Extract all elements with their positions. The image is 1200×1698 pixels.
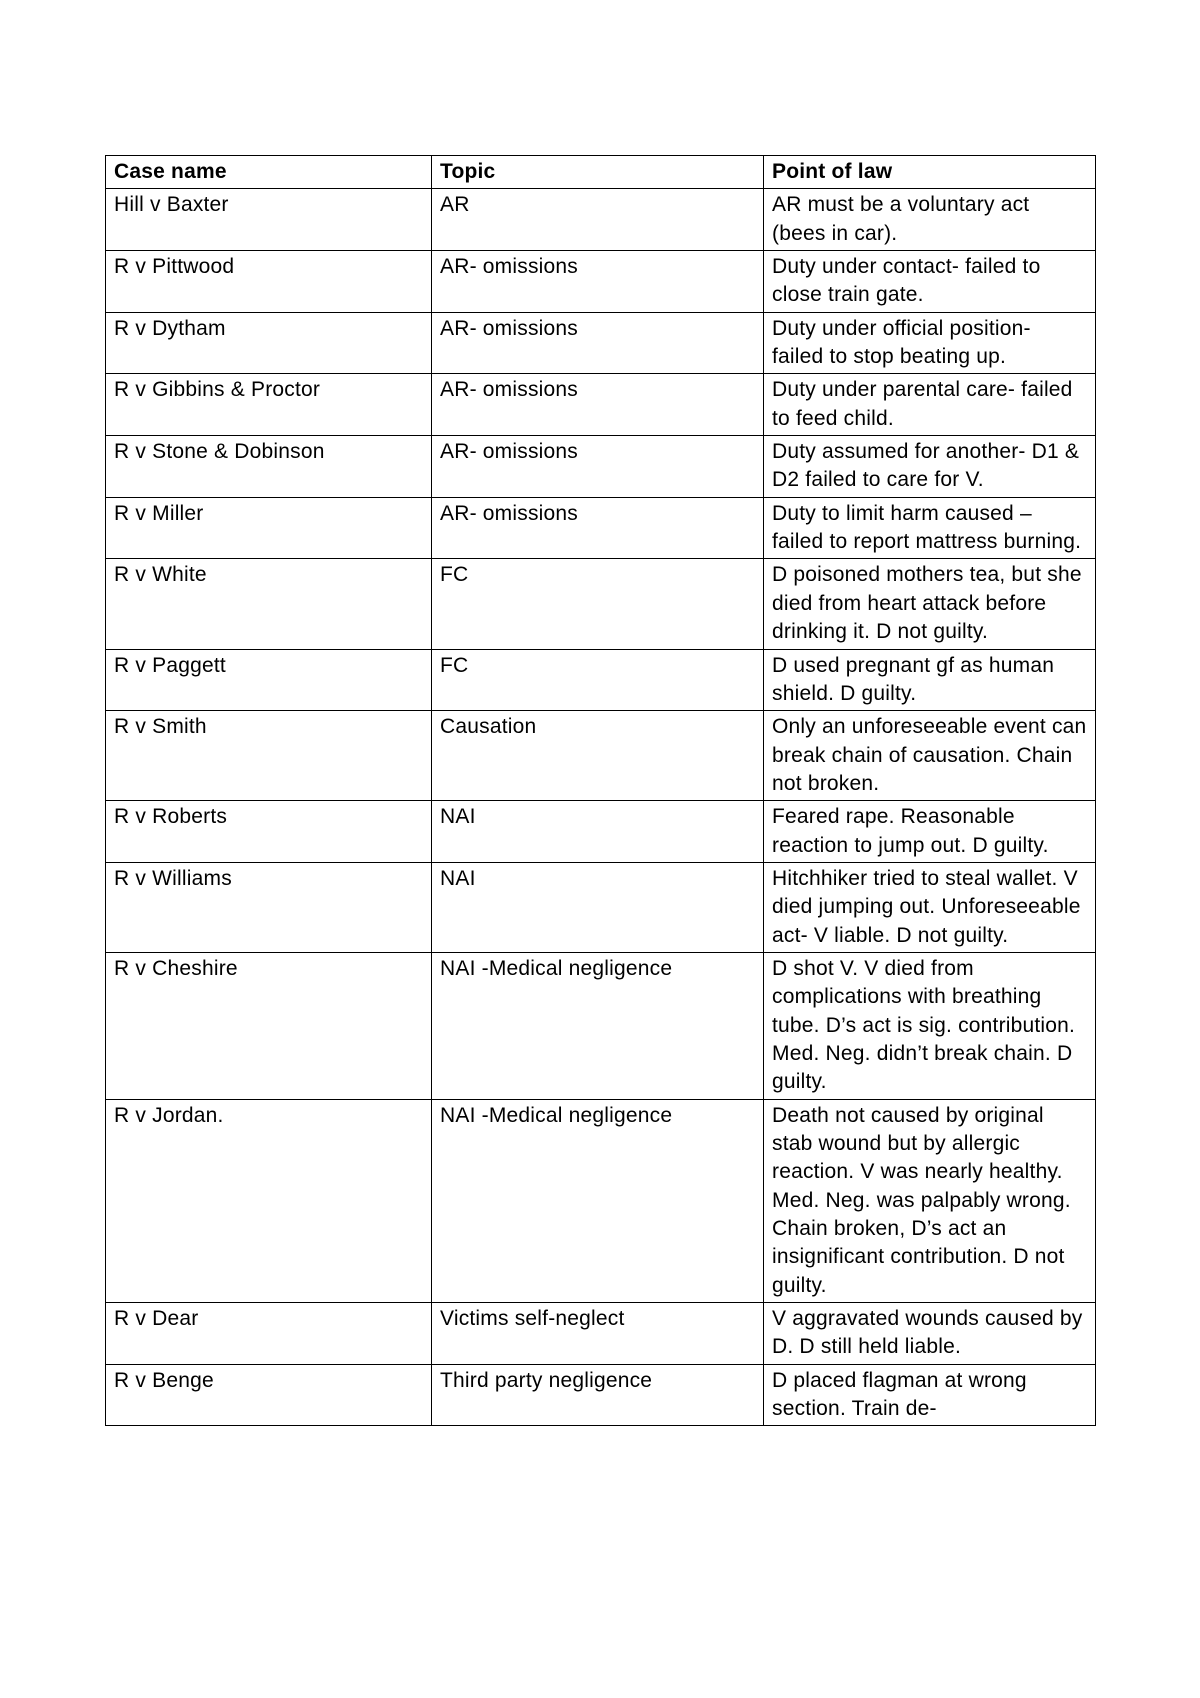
table-row: R v Jordan. NAI -Medical negligence Deat… (106, 1099, 1096, 1302)
table-row: R v Benge Third party negligence D place… (106, 1364, 1096, 1426)
cell-topic: AR- omissions (432, 251, 764, 313)
cell-case-name: R v Roberts (106, 801, 432, 863)
cell-case-name: R v White (106, 559, 432, 649)
cell-case-name: R v Miller (106, 497, 432, 559)
table-row: R v Williams NAI Hitchhiker tried to ste… (106, 862, 1096, 952)
cell-point-of-law: Duty under parental care- failed to feed… (764, 374, 1096, 436)
cell-point-of-law: Duty to limit harm caused – failed to re… (764, 497, 1096, 559)
cell-topic: NAI (432, 801, 764, 863)
table-row: Hill v Baxter AR AR must be a voluntary … (106, 189, 1096, 251)
cell-topic: AR (432, 189, 764, 251)
table-row: R v Cheshire NAI -Medical negligence D s… (106, 952, 1096, 1099)
table-row: R v Stone & Dobinson AR- omissions Duty … (106, 436, 1096, 498)
cell-topic: NAI (432, 862, 764, 952)
col-header-point-of-law: Point of law (764, 156, 1096, 189)
cell-point-of-law: D shot V. V died from complications with… (764, 952, 1096, 1099)
table-header: Case name Topic Point of law (106, 156, 1096, 189)
cases-table: Case name Topic Point of law Hill v Baxt… (105, 155, 1096, 1426)
cell-case-name: R v Pittwood (106, 251, 432, 313)
cell-case-name: R v Dytham (106, 312, 432, 374)
table-header-row: Case name Topic Point of law (106, 156, 1096, 189)
cell-case-name: R v Williams (106, 862, 432, 952)
cell-case-name: R v Stone & Dobinson (106, 436, 432, 498)
cell-topic: NAI -Medical negligence (432, 1099, 764, 1302)
cell-case-name: R v Jordan. (106, 1099, 432, 1302)
cell-point-of-law: AR must be a voluntary act (bees in car)… (764, 189, 1096, 251)
cell-topic: Third party negligence (432, 1364, 764, 1426)
table-row: R v Smith Causation Only an unforeseeabl… (106, 711, 1096, 801)
cell-point-of-law: Death not caused by original stab wound … (764, 1099, 1096, 1302)
page: Case name Topic Point of law Hill v Baxt… (0, 0, 1200, 1698)
cell-case-name: R v Gibbins & Proctor (106, 374, 432, 436)
cell-point-of-law: V aggravated wounds caused by D. D still… (764, 1303, 1096, 1365)
cell-point-of-law: Duty under official position- failed to … (764, 312, 1096, 374)
cell-case-name: R v Cheshire (106, 952, 432, 1099)
cell-point-of-law: Feared rape. Reasonable reaction to jump… (764, 801, 1096, 863)
cell-topic: AR- omissions (432, 497, 764, 559)
table-body: Hill v Baxter AR AR must be a voluntary … (106, 189, 1096, 1426)
table-row: R v Pittwood AR- omissions Duty under co… (106, 251, 1096, 313)
col-header-case-name: Case name (106, 156, 432, 189)
table-row: R v Paggett FC D used pregnant gf as hum… (106, 649, 1096, 711)
cell-case-name: R v Benge (106, 1364, 432, 1426)
cell-topic: AR- omissions (432, 374, 764, 436)
cell-point-of-law: Hitchhiker tried to steal wallet. V died… (764, 862, 1096, 952)
table-row: R v Gibbins & Proctor AR- omissions Duty… (106, 374, 1096, 436)
cell-point-of-law: D placed flagman at wrong section. Train… (764, 1364, 1096, 1426)
table-row: R v Dytham AR- omissions Duty under offi… (106, 312, 1096, 374)
table-row: R v White FC D poisoned mothers tea, but… (106, 559, 1096, 649)
table-row: R v Miller AR- omissions Duty to limit h… (106, 497, 1096, 559)
cell-point-of-law: D poisoned mothers tea, but she died fro… (764, 559, 1096, 649)
cell-case-name: R v Dear (106, 1303, 432, 1365)
cell-topic: NAI -Medical negligence (432, 952, 764, 1099)
cell-case-name: Hill v Baxter (106, 189, 432, 251)
cell-topic: Victims self-neglect (432, 1303, 764, 1365)
cell-point-of-law: D used pregnant gf as human shield. D gu… (764, 649, 1096, 711)
cell-point-of-law: Only an unforeseeable event can break ch… (764, 711, 1096, 801)
cell-topic: AR- omissions (432, 312, 764, 374)
cell-topic: AR- omissions (432, 436, 764, 498)
col-header-topic: Topic (432, 156, 764, 189)
cell-topic: Causation (432, 711, 764, 801)
cell-point-of-law: Duty under contact- failed to close trai… (764, 251, 1096, 313)
table-row: R v Roberts NAI Feared rape. Reasonable … (106, 801, 1096, 863)
cell-point-of-law: Duty assumed for another- D1 & D2 failed… (764, 436, 1096, 498)
cell-case-name: R v Paggett (106, 649, 432, 711)
table-row: R v Dear Victims self-neglect V aggravat… (106, 1303, 1096, 1365)
cell-topic: FC (432, 559, 764, 649)
cell-case-name: R v Smith (106, 711, 432, 801)
cell-topic: FC (432, 649, 764, 711)
